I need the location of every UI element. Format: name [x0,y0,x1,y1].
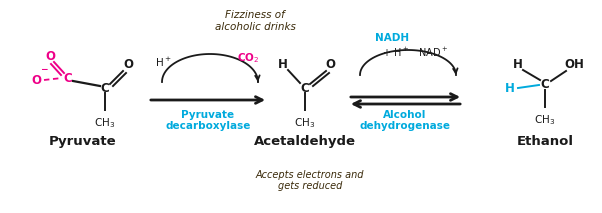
Text: C: C [64,72,72,85]
Text: Acetaldehyde: Acetaldehyde [254,135,356,148]
Text: decarboxylase: decarboxylase [166,121,250,131]
Text: Alcohol: Alcohol [383,110,427,120]
Text: CH$_3$: CH$_3$ [95,116,116,130]
Text: C: C [541,79,550,92]
Text: CO$_2$: CO$_2$ [237,51,259,65]
Text: C: C [300,82,309,95]
Text: alcoholic drinks: alcoholic drinks [214,22,296,32]
Text: H$^+$: H$^+$ [155,55,172,69]
Text: NADH: NADH [375,33,409,43]
Text: Ethanol: Ethanol [517,135,574,148]
Text: OH: OH [564,59,584,72]
Text: −: − [40,66,48,75]
Text: Fizziness of: Fizziness of [225,10,285,20]
Text: dehydrogenase: dehydrogenase [359,121,450,131]
Text: O: O [31,73,41,86]
Text: + H$^+$   NAD$^+$: + H$^+$ NAD$^+$ [382,45,448,59]
Text: O: O [123,59,133,72]
Text: H: H [505,82,515,95]
Text: C: C [101,82,110,95]
Text: Pyruvate: Pyruvate [181,110,235,120]
Text: CH$_3$: CH$_3$ [294,116,315,130]
Text: O: O [45,50,55,63]
Text: H: H [513,59,523,72]
Text: O: O [325,59,335,72]
Text: H: H [278,59,288,72]
Text: gets reduced: gets reduced [278,181,342,191]
Text: Accepts electrons and: Accepts electrons and [256,170,364,180]
Text: Pyruvate: Pyruvate [49,135,117,148]
Text: CH$_3$: CH$_3$ [535,113,556,127]
